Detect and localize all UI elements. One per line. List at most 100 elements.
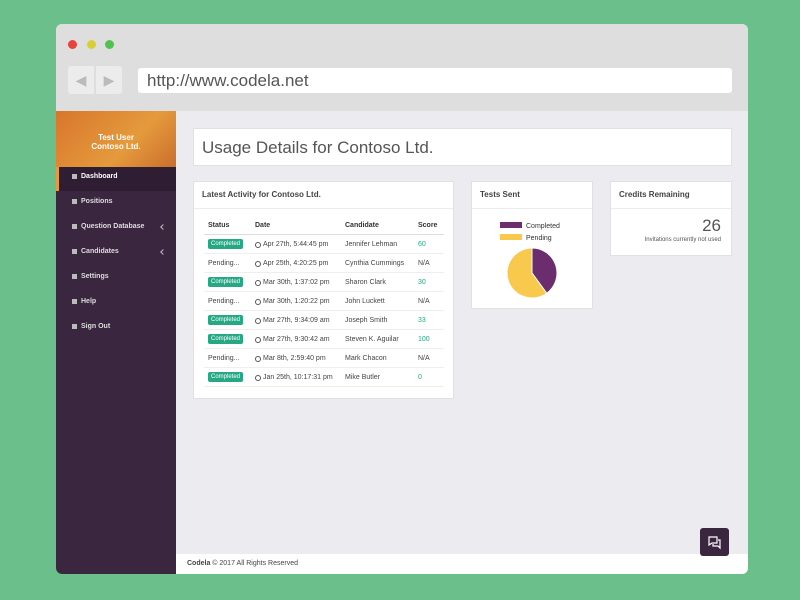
table-cell: 100: [418, 336, 430, 343]
credits-caption: Invitations currently not used: [644, 237, 721, 243]
table-cell: Mar 27th, 9:34:09 am: [263, 317, 330, 324]
menu-icon: [72, 174, 77, 179]
table-cell: Jennifer Lehman: [345, 241, 398, 248]
card-title: Latest Activity for Contoso Ltd.: [202, 190, 321, 199]
table-cell: Cynthia Cummings: [345, 260, 405, 267]
menu-icon: [72, 249, 77, 254]
legend-label: Pending: [526, 235, 552, 242]
pie-chart: Completed Pending: [500, 222, 560, 299]
status-badge: Completed: [208, 239, 244, 249]
chat-icon: [708, 536, 721, 550]
table-cell: Mike Butler: [345, 374, 381, 381]
table-cell: Pending...: [208, 355, 240, 362]
table-cell: Mark Chacon: [345, 355, 387, 362]
table-cell: 33: [418, 317, 426, 324]
table-cell: Joseph Smith: [345, 317, 388, 324]
browser-window: ◀ ▶ http://www.codela.net Test User Cont…: [56, 24, 748, 574]
title-bar: [56, 24, 748, 111]
clock-icon: [255, 299, 261, 305]
menu: Dashboard Positions Question Database Candi…: [56, 167, 176, 368]
divider: [611, 208, 731, 209]
table-cell: Sharon Clark: [345, 279, 386, 286]
card-title: Credits Remaining: [619, 190, 690, 199]
menu-item[interactable]: Sign Out: [81, 323, 111, 330]
legend-label: Completed: [526, 223, 560, 230]
card-title: Tests Sent: [480, 190, 520, 199]
table-cell: Apr 25th, 4:20:25 pm: [263, 260, 329, 267]
footer-text: © 2017 All Rights Reserved: [212, 560, 298, 567]
page-title-card: Usage Details for Contoso Ltd.: [193, 128, 732, 166]
activity-card: Latest Activity for Contoso Ltd. Status D…: [193, 181, 454, 399]
clock-icon: [255, 337, 261, 343]
status-badge: Completed: [208, 315, 244, 325]
footer: Codela © 2017 All Rights Reserved: [176, 554, 748, 574]
row-rule: [204, 291, 444, 292]
menu-item[interactable]: Question Database: [81, 223, 145, 230]
menu-item[interactable]: Positions: [81, 198, 113, 205]
table-cell: Mar 8th, 2:59:40 pm: [263, 355, 326, 362]
legend-swatch: [500, 222, 522, 228]
row-rule: [204, 348, 444, 349]
divider: [472, 208, 592, 209]
table-cell: Jan 25th, 10:17:31 pm: [263, 374, 333, 381]
table-cell: Mar 30th, 1:37:02 pm: [263, 279, 330, 286]
clock-icon: [255, 375, 261, 381]
status-badge: Completed: [208, 334, 244, 344]
table-cell: N/A: [418, 355, 430, 362]
column-header: Date: [255, 222, 271, 229]
chevron: [160, 249, 166, 255]
back-button[interactable]: ◀: [68, 66, 94, 94]
table-cell: N/A: [418, 260, 430, 267]
menu-icon: [72, 274, 77, 279]
table-cell: Mar 30th, 1:20:22 pm: [263, 298, 330, 305]
menu-item[interactable]: Dashboard: [81, 173, 118, 180]
table-cell: 0: [418, 374, 422, 381]
user-header: Test User Contoso Ltd.: [56, 111, 176, 168]
divider: [194, 208, 453, 209]
table-cell: Steven K. Aguilar: [345, 336, 399, 343]
row-rule: [204, 386, 444, 387]
minimize-dot[interactable]: [87, 40, 96, 49]
footer-brand: Codela: [187, 560, 211, 567]
activity-table: Status Date Candidate Score Completed Apr 27t…: [194, 182, 455, 400]
menu-icon: [72, 224, 77, 229]
column-header: Candidate: [345, 222, 379, 229]
sidebar: Test User Contoso Ltd. Dashboard Position…: [56, 111, 176, 574]
table-cell: 60: [418, 241, 426, 248]
row-rule: [204, 367, 444, 368]
url-bar[interactable]: http://www.codela.net: [138, 68, 732, 93]
credits-value: 26: [702, 216, 721, 235]
status-badge: Completed: [208, 277, 244, 287]
row-rule: [204, 253, 444, 254]
company-name: Contoso Ltd.: [91, 142, 141, 151]
status-badge: Completed: [208, 372, 244, 382]
forward-button[interactable]: ▶: [96, 66, 122, 94]
row-rule: [204, 329, 444, 330]
clock-icon: [255, 242, 261, 248]
table-cell: John Luckett: [345, 298, 385, 305]
menu-icon: [72, 324, 77, 329]
clock-icon: [255, 280, 261, 286]
table-cell: 30: [418, 279, 426, 286]
chat-button[interactable]: [700, 528, 729, 556]
pie-slice: [506, 247, 548, 299]
menu-item[interactable]: Help: [81, 298, 97, 305]
menu-item[interactable]: Candidates: [81, 248, 119, 255]
row-rule: [204, 310, 444, 311]
menu-icon: [72, 199, 77, 204]
table-cell: Apr 27th, 5:44:45 pm: [263, 241, 329, 248]
chevron: [160, 224, 166, 230]
pie-slice: [531, 247, 558, 294]
clock-icon: [255, 261, 261, 267]
credits-card: Credits Remaining 26 Invitations current…: [610, 181, 732, 256]
column-header: Score: [418, 222, 438, 229]
menu-icon: [72, 299, 77, 304]
close-dot[interactable]: [68, 40, 77, 49]
maximize-dot[interactable]: [105, 40, 114, 49]
clock-icon: [255, 318, 261, 324]
menu-item[interactable]: Settings: [81, 273, 109, 280]
tests-card: Tests Sent Completed Pending: [471, 181, 593, 309]
clock-icon: [255, 356, 261, 362]
header-rule: [204, 234, 444, 235]
